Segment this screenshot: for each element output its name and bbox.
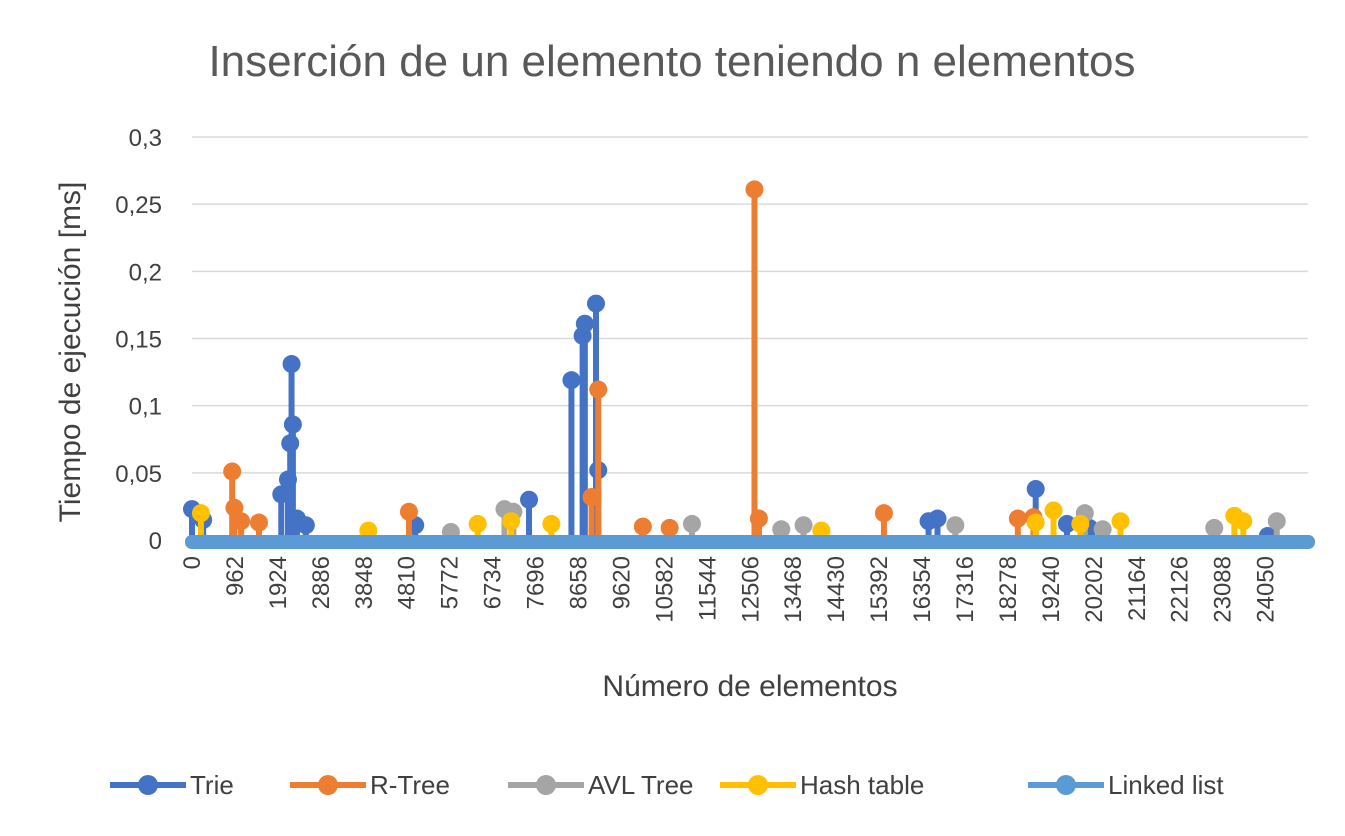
legend-swatch-marker [536, 775, 556, 795]
x-tick-label: 20202 [1081, 556, 1108, 623]
x-tick-label: 11544 [694, 556, 721, 621]
x-tick-label: 18278 [995, 556, 1022, 623]
legend: Trie R-Tree AVL Tree Hash table Linked list [110, 770, 1224, 800]
legend-swatch-marker [1056, 775, 1076, 795]
x-tick-label: 12506 [737, 556, 764, 623]
y-tick-label: 0,05 [115, 461, 162, 488]
legend-label: Linked list [1108, 770, 1224, 800]
y-tick-label: 0,15 [115, 327, 162, 354]
x-tick-label: 3848 [351, 556, 378, 609]
x-tick-label: 14430 [823, 556, 850, 623]
data-point [296, 516, 315, 535]
plot-area [183, 180, 1315, 549]
y-tick-label: 0,3 [129, 125, 162, 152]
y-tick-label: 0 [149, 528, 162, 555]
x-axis-ticks: 0 962 1924 2886 3848 4810 5772 6734 7696 8658 9620… [179, 556, 1280, 623]
data-point [749, 509, 768, 528]
data-point [1026, 479, 1045, 498]
legend-label: R-Tree [370, 770, 450, 800]
x-tick-label: 22126 [1167, 556, 1194, 623]
y-axis-title: Tiempo de ejecución [ms] [54, 182, 87, 523]
data-point [946, 516, 965, 535]
series-trie [183, 294, 1277, 545]
data-point [1071, 514, 1090, 533]
data-point [468, 514, 487, 533]
x-tick-label: 15392 [866, 556, 893, 623]
data-point [586, 294, 605, 313]
data-point [660, 518, 679, 537]
x-tick-label: 23088 [1210, 556, 1237, 623]
x-tick-label: 19240 [1038, 556, 1065, 623]
legend-item: Trie [110, 770, 234, 800]
data-point [1111, 512, 1130, 531]
x-tick-label: 962 [222, 556, 249, 596]
x-tick-label: 24050 [1253, 556, 1280, 623]
data-point [191, 504, 210, 523]
x-tick-label: 7696 [523, 556, 550, 609]
data-point [225, 498, 244, 517]
data-point [928, 509, 947, 528]
legend-item: AVL Tree [508, 770, 694, 800]
data-point [589, 380, 608, 399]
legend-label: AVL Tree [588, 770, 694, 800]
data-point [1057, 514, 1076, 533]
x-tick-label: 2886 [308, 556, 335, 609]
data-point [1008, 509, 1027, 528]
data-point [232, 512, 251, 531]
legend-swatch-marker [318, 775, 338, 795]
legend-item: Linked list [1028, 770, 1224, 800]
legend-label: Trie [190, 770, 234, 800]
x-tick-label: 9620 [608, 556, 635, 609]
x-tick-label: 10582 [651, 556, 678, 623]
legend-swatch-marker [138, 775, 158, 795]
chart-title: Inserción de un elemento teniendo n elem… [208, 37, 1135, 86]
x-tick-label: 4810 [394, 556, 421, 609]
gridlines [192, 136, 1308, 541]
legend-item: R-Tree [290, 770, 450, 800]
data-point [794, 516, 813, 535]
data-point [1026, 513, 1045, 532]
y-axis-ticks: 0 0,05 0,1 0,15 0,2 0,25 0,3 [115, 125, 162, 555]
data-point [542, 514, 561, 533]
data-point [562, 371, 581, 390]
data-point [502, 512, 521, 531]
data-point [745, 180, 764, 199]
data-point [1093, 520, 1112, 539]
y-tick-label: 0,25 [115, 192, 162, 219]
x-tick-label: 1924 [265, 556, 292, 609]
data-point [282, 355, 301, 374]
x-tick-label: 5772 [437, 556, 464, 609]
legend-item: Hash table [720, 770, 924, 800]
x-tick-label: 17316 [952, 556, 979, 623]
data-point [633, 517, 652, 536]
legend-swatch-marker [748, 775, 768, 795]
data-point [223, 462, 242, 481]
data-point [520, 490, 539, 509]
x-axis-title: Número de elementos [602, 670, 897, 703]
x-tick-label: 0 [179, 556, 206, 569]
x-tick-label: 16354 [909, 556, 936, 623]
y-tick-label: 0,2 [129, 259, 162, 286]
x-tick-label: 21164 [1124, 556, 1151, 621]
series-r-tree [223, 180, 1043, 542]
data-point [772, 520, 791, 539]
data-point [682, 514, 701, 533]
data-point [1205, 518, 1224, 537]
data-point [874, 504, 893, 523]
x-tick-label: 6734 [480, 556, 507, 609]
data-point [249, 513, 268, 532]
legend-label: Hash table [800, 770, 924, 800]
data-point [1044, 501, 1063, 520]
data-point [575, 314, 594, 333]
x-tick-label: 8658 [565, 556, 592, 609]
y-tick-label: 0,1 [129, 394, 162, 421]
x-tick-label: 13468 [780, 556, 807, 623]
data-point [1234, 512, 1253, 531]
data-point [1267, 512, 1286, 531]
data-point [399, 502, 418, 521]
